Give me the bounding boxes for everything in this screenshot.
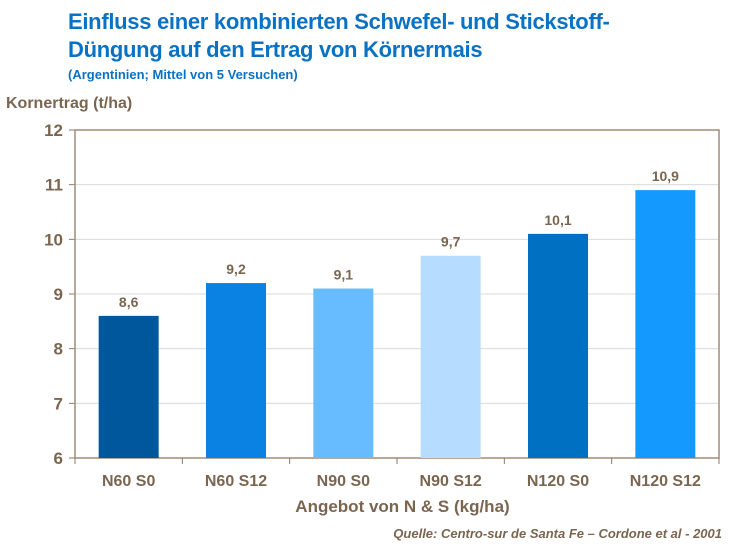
data-label: 9,1 [334, 267, 354, 283]
bar-n60-s0 [98, 315, 159, 458]
bar-n90-s12 [420, 255, 481, 458]
data-label: 9,7 [441, 234, 461, 250]
data-label: 8,6 [119, 294, 139, 310]
y-tick-label: 12 [44, 121, 63, 140]
y-tick-label: 10 [44, 230, 63, 249]
bar-n120-s0 [528, 233, 588, 458]
x-tick-label: N90 S12 [420, 473, 482, 490]
y-tick-label: 8 [54, 340, 63, 359]
x-tick-label: N60 S12 [205, 473, 267, 490]
data-label: 9,2 [226, 261, 246, 277]
data-label: 10,9 [652, 168, 679, 184]
x-tick-label: N120 S0 [527, 473, 589, 490]
x-tick-label: N90 S0 [317, 473, 370, 490]
y-tick-label: 9 [54, 285, 63, 304]
title-line-2: Düngung auf den Ertrag von Körnermais [68, 37, 483, 62]
data-label: 10,1 [544, 212, 571, 228]
bar-n60-s12 [206, 283, 266, 458]
y-axis-label: Kornertrag (t/ha) [6, 95, 133, 112]
y-tick-label: 7 [54, 394, 63, 413]
x-axis-label: Angebot von N & S (kg/ha) [295, 497, 510, 516]
y-tick-label: 11 [45, 176, 63, 195]
bar-n90-s0 [313, 288, 374, 458]
bar-n120-s12 [635, 190, 696, 458]
x-tick-label: N120 S12 [630, 473, 701, 490]
chart-title: Einfluss einer kombinierten Schwefel- un… [68, 8, 610, 64]
y-tick-label: 6 [54, 449, 63, 468]
title-line-1: Einfluss einer kombinierten Schwefel- un… [68, 9, 610, 34]
chart-subtitle: (Argentinien; Mittel von 5 Versuchen) [68, 67, 298, 82]
x-tick-label: N60 S0 [102, 473, 155, 490]
source-note: Quelle: Centro-sur de Santa Fe – Cordone… [393, 526, 722, 541]
